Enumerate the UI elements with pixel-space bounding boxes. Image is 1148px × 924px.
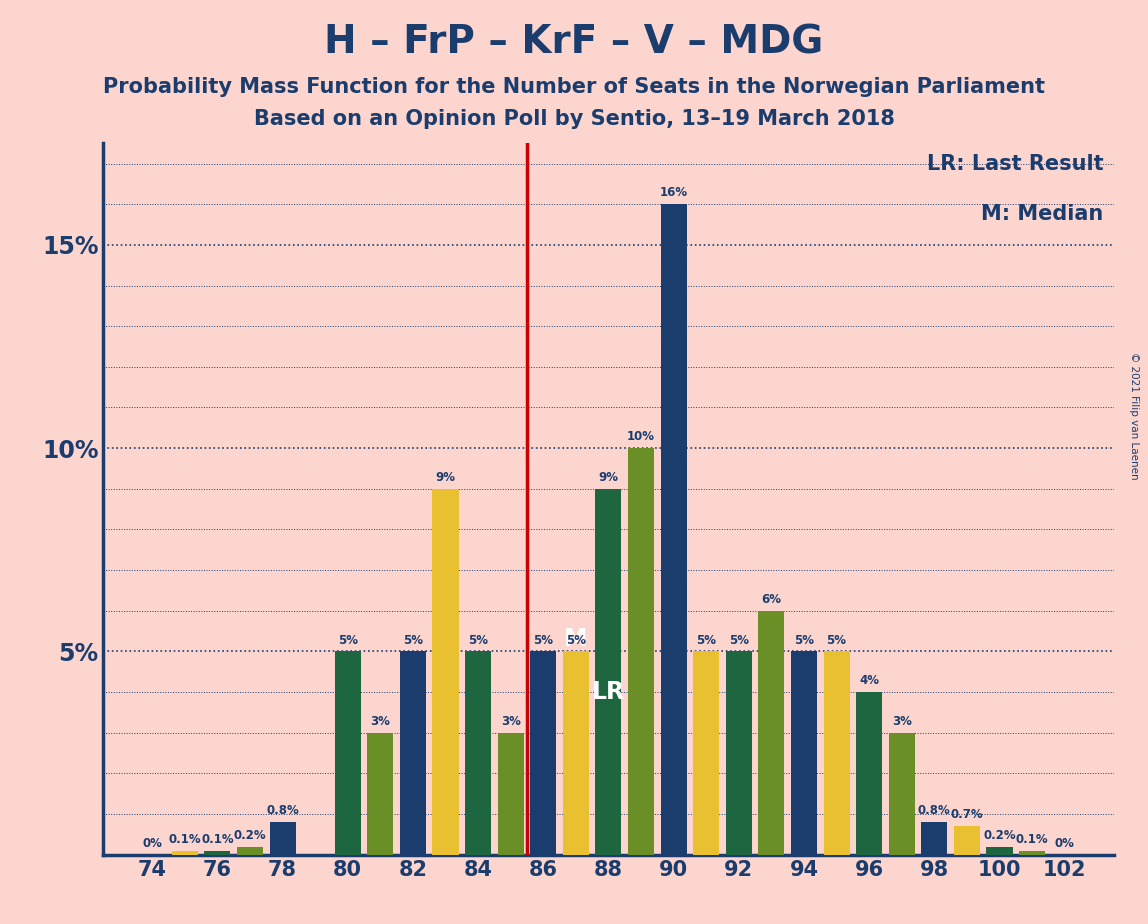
Text: 0%: 0%	[142, 837, 162, 850]
Text: 0.8%: 0.8%	[918, 804, 951, 818]
Text: 5%: 5%	[338, 634, 358, 647]
Bar	[367, 733, 394, 855]
Text: 5%: 5%	[468, 634, 488, 647]
Bar	[465, 651, 491, 855]
Text: 16%: 16%	[660, 187, 688, 200]
Bar	[823, 651, 850, 855]
Bar	[270, 822, 295, 855]
Bar	[433, 489, 458, 855]
Text: LR: LR	[592, 680, 625, 704]
Bar	[236, 846, 263, 855]
Bar	[922, 822, 947, 855]
Bar	[563, 651, 589, 855]
Bar	[530, 651, 557, 855]
Bar	[986, 846, 1013, 855]
Text: 3%: 3%	[371, 715, 390, 728]
Bar	[726, 651, 752, 855]
Text: 0.2%: 0.2%	[234, 829, 266, 842]
Bar	[497, 733, 523, 855]
Bar	[759, 611, 784, 855]
Text: 5%: 5%	[794, 634, 814, 647]
Text: Probability Mass Function for the Number of Seats in the Norwegian Parliament: Probability Mass Function for the Number…	[103, 77, 1045, 97]
Bar	[660, 204, 687, 855]
Text: 4%: 4%	[859, 675, 879, 687]
Text: 10%: 10%	[627, 431, 656, 444]
Bar	[791, 651, 817, 855]
Text: 6%: 6%	[761, 593, 782, 606]
Bar	[596, 489, 621, 855]
Text: M: Median: M: Median	[982, 203, 1103, 224]
Text: M: M	[564, 627, 588, 651]
Bar	[335, 651, 360, 855]
Text: 5%: 5%	[827, 634, 846, 647]
Text: 3%: 3%	[892, 715, 912, 728]
Text: Based on an Opinion Poll by Sentio, 13–19 March 2018: Based on an Opinion Poll by Sentio, 13–1…	[254, 109, 894, 129]
Text: 3%: 3%	[501, 715, 520, 728]
Bar	[693, 651, 720, 855]
Text: 5%: 5%	[696, 634, 716, 647]
Text: 0.1%: 0.1%	[201, 833, 234, 845]
Bar	[628, 448, 654, 855]
Text: 0%: 0%	[1055, 837, 1075, 850]
Bar	[856, 692, 882, 855]
Text: © 2021 Filip van Laenen: © 2021 Filip van Laenen	[1130, 352, 1139, 480]
Text: 5%: 5%	[403, 634, 422, 647]
Text: 0.1%: 0.1%	[169, 833, 201, 845]
Bar	[204, 851, 231, 855]
Bar	[172, 851, 197, 855]
Text: 5%: 5%	[566, 634, 585, 647]
Text: 9%: 9%	[598, 471, 619, 484]
Text: 5%: 5%	[534, 634, 553, 647]
Text: 5%: 5%	[729, 634, 748, 647]
Bar	[889, 733, 915, 855]
Text: 0.8%: 0.8%	[266, 804, 298, 818]
Text: 0.2%: 0.2%	[983, 829, 1016, 842]
Bar	[400, 651, 426, 855]
Text: LR: Last Result: LR: Last Result	[926, 154, 1103, 174]
Text: 0.7%: 0.7%	[951, 808, 983, 821]
Text: 0.1%: 0.1%	[1016, 833, 1048, 845]
Bar	[954, 826, 980, 855]
Bar	[1019, 851, 1045, 855]
Text: 9%: 9%	[435, 471, 456, 484]
Text: H – FrP – KrF – V – MDG: H – FrP – KrF – V – MDG	[325, 23, 823, 61]
